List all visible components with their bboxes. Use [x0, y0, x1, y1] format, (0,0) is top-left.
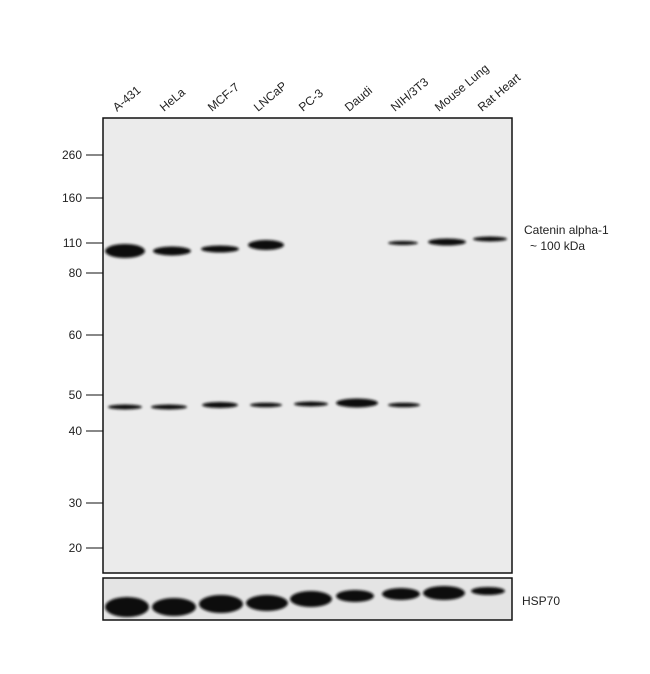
marker-ladder: 260 160 110 80 60 50 40 30 20 [62, 148, 103, 555]
marker-label: 260 [62, 148, 82, 162]
lane-label: MCF-7 [205, 80, 242, 115]
marker-label: 50 [69, 388, 83, 402]
lane-label: LNCaP [251, 79, 290, 115]
marker-label: 110 [63, 236, 82, 250]
lane-label: HeLa [157, 85, 188, 114]
lane-labels: A-431 HeLa MCF-7 LNCaP PC-3 Daudi NIH/3T3 Mouse… [110, 61, 524, 114]
marker-label: 30 [69, 496, 83, 510]
bands [105, 236, 507, 617]
lane-label: NIH/3T3 [388, 75, 431, 115]
target-size: ~ 100 kDa [530, 239, 585, 253]
marker-label: 80 [69, 266, 83, 280]
lane-label: Daudi [342, 83, 375, 114]
loading-control-label: HSP70 [522, 594, 560, 608]
marker-label: 160 [62, 191, 82, 205]
marker-label: 40 [69, 424, 83, 438]
target-name: Catenin alpha-1 [524, 223, 609, 237]
lane-label: PC-3 [296, 86, 326, 115]
marker-label: 20 [69, 541, 83, 555]
marker-label: 60 [69, 328, 83, 342]
lane-label: A-431 [110, 83, 144, 115]
main-blot [102, 117, 513, 574]
